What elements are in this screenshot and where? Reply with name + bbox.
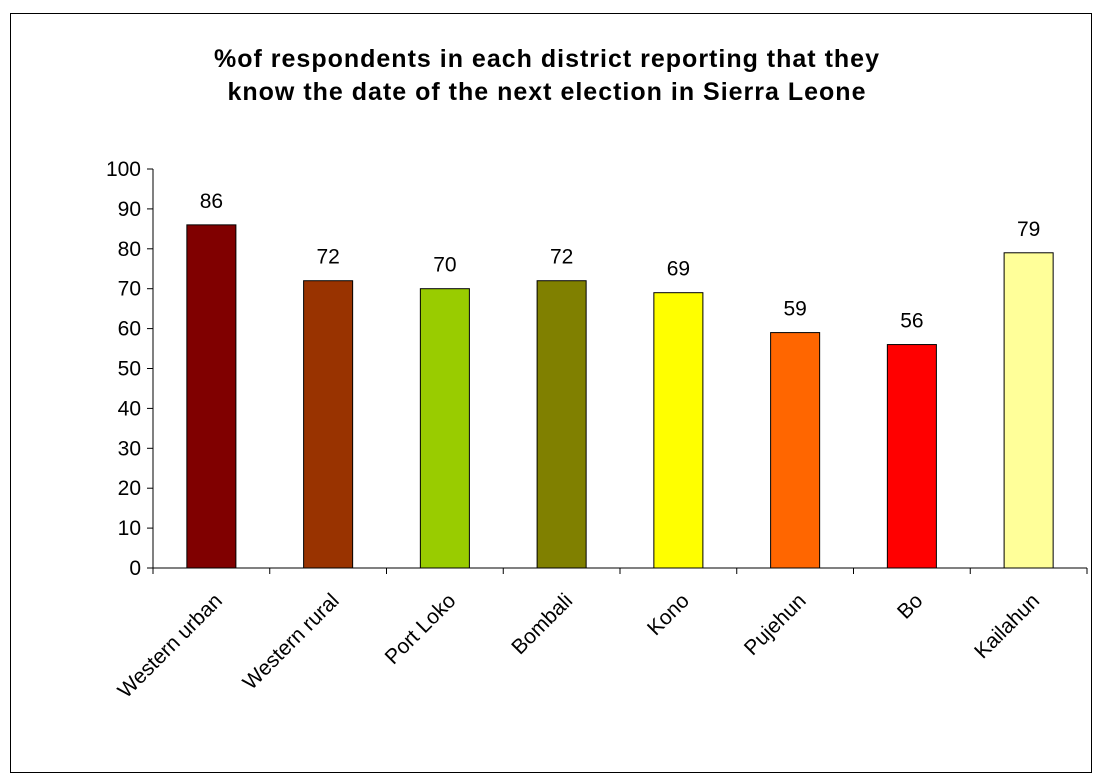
bars [186, 224, 1054, 569]
bar [186, 224, 237, 569]
x-category-label: Western rural [239, 589, 344, 694]
chart-title: %of respondents in each district reporti… [0, 43, 1094, 109]
bar [1003, 252, 1054, 569]
bar [303, 280, 354, 569]
data-label: 79 [1017, 218, 1040, 241]
x-category-label: Bo [893, 589, 927, 623]
x-category-label: Kailahun [970, 589, 1044, 663]
bar [770, 332, 821, 569]
data-label: 59 [783, 298, 806, 321]
y-tick-label: 100 [106, 158, 141, 181]
data-label: 56 [900, 310, 923, 333]
data-label: 72 [316, 246, 339, 269]
x-category-label: Bombali [507, 589, 577, 659]
y-tick-label: 60 [118, 318, 141, 341]
bar [536, 280, 587, 569]
data-label: 70 [433, 254, 456, 277]
x-category-label: Pujehun [740, 589, 811, 660]
y-tick-labels: 0 10 20 30 40 50 60 70 80 90 100 [106, 158, 141, 580]
chart-title-line-2: know the date of the next election in Si… [227, 78, 867, 106]
y-tick-label: 90 [118, 198, 141, 221]
x-category-label: Kono [643, 589, 694, 640]
bar [419, 288, 470, 569]
y-tick-label: 50 [118, 358, 141, 381]
chart-title-line-1: %of respondents in each district reporti… [214, 45, 880, 73]
y-tick-label: 0 [129, 557, 141, 580]
axes [147, 168, 1088, 574]
data-label: 86 [200, 190, 223, 213]
x-category-label: Western urban [114, 589, 227, 702]
data-label: 72 [550, 246, 573, 269]
y-tick-label: 10 [118, 517, 141, 540]
bar [653, 292, 704, 569]
data-label: 69 [667, 258, 690, 281]
y-tick-label: 70 [118, 278, 141, 301]
y-tick-label: 80 [118, 238, 141, 261]
x-category-label: Port Loko [381, 589, 461, 669]
x-category-labels: Western urban Western rural Port Loko Bomba… [114, 589, 1045, 702]
y-tick-label: 40 [118, 397, 141, 420]
y-tick-label: 30 [118, 437, 141, 460]
y-tick-label: 20 [118, 477, 141, 500]
bar [886, 344, 937, 569]
data-labels: 86 72 70 72 69 59 56 79 [200, 190, 1041, 333]
